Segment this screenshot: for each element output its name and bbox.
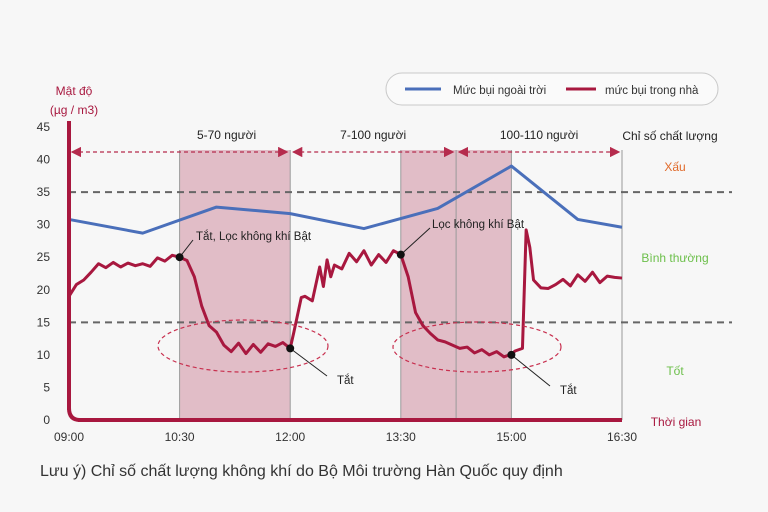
y-tick-label-0: 0: [43, 413, 50, 427]
legend-box: [385, 72, 719, 106]
y-tick-label-35: 35: [37, 185, 51, 199]
occupancy-label-2: 7-100 người: [340, 128, 406, 142]
y-tick-label-45: 45: [37, 120, 51, 134]
x-tick-label-1: 09:00: [54, 430, 84, 444]
y-tick-label-25: 25: [37, 250, 51, 264]
legend-label-indoor: mức bụi trong nhà: [605, 85, 699, 97]
annotation-leader-2: [289, 347, 328, 377]
shaded-period-1: [179, 150, 291, 420]
quality-band-label-1: Xấu: [664, 160, 685, 174]
annotation-leader-3: [400, 227, 431, 255]
x-tick-label-2: 10:30: [165, 430, 195, 444]
annotation-label-2: Tắt: [337, 374, 354, 387]
occupancy-label-3: 100-110 người: [500, 128, 578, 142]
x-tick-label-4: 13:30: [386, 430, 416, 444]
annotation-label-1: Tắt, Lọc không khí Bật: [196, 230, 312, 243]
highlight-ellipse-1: [157, 319, 329, 373]
occupancy-label-1: 5-70 người: [197, 128, 256, 142]
legend-label-outdoor: Mức bụi ngoài trời: [453, 85, 546, 97]
series-indoor-line: [67, 228, 623, 359]
quality-band-label-2: Bình thường: [641, 251, 708, 265]
y-tick-label-40: 40: [37, 153, 51, 167]
series-outdoor-line: [68, 164, 623, 235]
y-tick-label-5: 5: [43, 380, 50, 394]
quality-axis-title: Chỉ số chất lượng: [622, 129, 717, 143]
annotation-marker-4: [507, 350, 516, 359]
annotation-label-4: Tắt: [560, 384, 577, 397]
y-axis-unit: (µg / m3): [50, 103, 98, 117]
annotation-marker-1: [175, 253, 184, 262]
x-tick-label-5: 15:00: [496, 430, 526, 444]
y-axis-title: Mật độ: [56, 84, 93, 98]
x-axis-title: Thời gian: [651, 415, 702, 429]
y-tick-label-10: 10: [37, 348, 51, 362]
annotation-marker-2: [286, 344, 295, 353]
x-tick-label-3: 12:00: [275, 430, 305, 444]
annotation-leader-4: [511, 354, 551, 387]
annotation-label-3: Lọc không khí Bật: [432, 219, 525, 231]
y-tick-label-15: 15: [37, 315, 51, 329]
footnote: Lưu ý) Chỉ số chất lượng không khí do Bộ…: [40, 463, 563, 480]
annotation-marker-3: [396, 250, 405, 259]
quality-band-label-3: Tốt: [666, 364, 684, 378]
highlight-ellipse-2: [392, 321, 562, 373]
x-tick-label-6: 16:30: [607, 430, 637, 444]
y-tick-label-20: 20: [37, 283, 51, 297]
y-tick-label-30: 30: [37, 218, 51, 232]
